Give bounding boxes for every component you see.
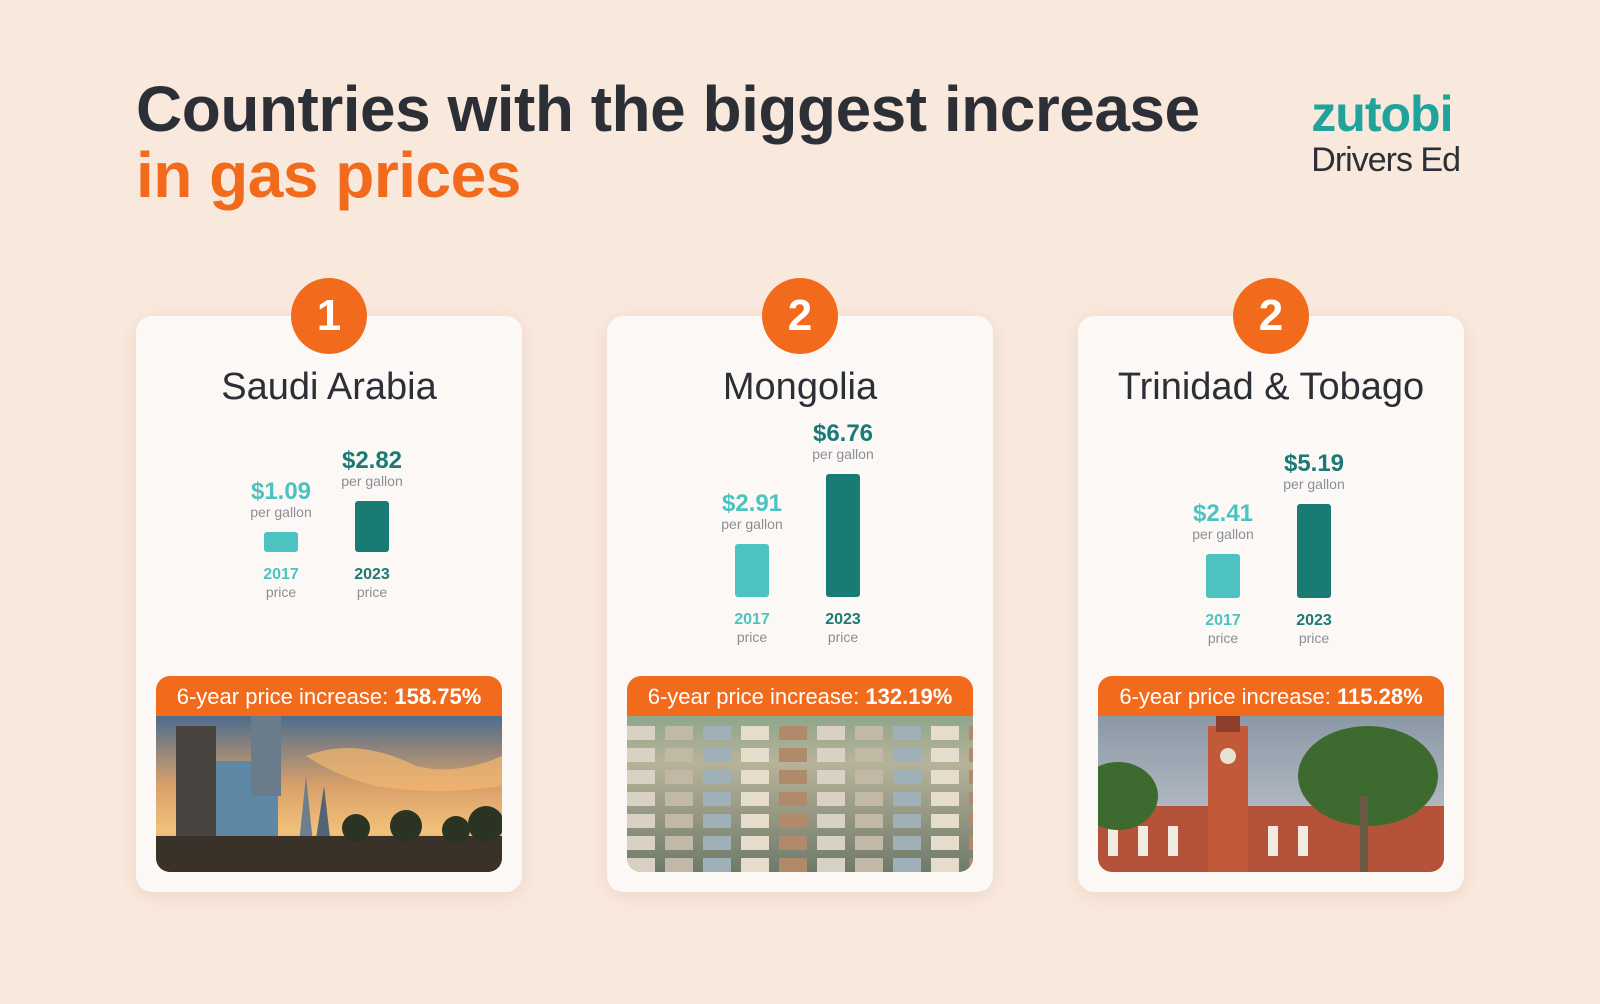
increase-value: 158.75% [394, 684, 482, 709]
price-value: $2.82 [341, 447, 403, 474]
year-label-2023: 2023 [1296, 612, 1332, 629]
price-value: $1.09 [250, 478, 312, 505]
price-chart: $2.91 per gallon 2017 price $6.76 per gallon 2… [607, 316, 993, 676]
rank-badge: 1 [291, 278, 367, 354]
price-value: $6.76 [812, 420, 874, 447]
bar-2017 [264, 532, 298, 552]
year-sublabel: price [736, 629, 768, 645]
country-name: Saudi Arabia [221, 366, 437, 408]
bar-2017 [735, 544, 769, 597]
title-line-2: in gas prices [136, 139, 521, 211]
increase-banner: 6-year price increase: 115.28% [1098, 676, 1444, 718]
year-sublabel: price [1298, 630, 1330, 646]
country-card: 2 Trinidad & Tobago $2.41 per gallon 2017 pri… [1078, 278, 1464, 892]
bar-2023 [355, 501, 389, 552]
price-label-2017: $2.41 per gallon [1173, 500, 1273, 543]
increase-value: 132.19% [865, 684, 953, 709]
page-title: Countries with the biggest increase in g… [136, 76, 1200, 208]
price-label-2023: $6.76 per gallon [793, 420, 893, 463]
brand-name: zutobi [1311, 86, 1453, 142]
increase-label: 6-year price increase: [176, 684, 389, 709]
bar-2017 [1206, 554, 1240, 598]
year-sublabel: price [827, 629, 859, 645]
year-sublabel: price [1207, 630, 1239, 646]
title-line-1: Countries with the biggest increase [136, 73, 1200, 145]
year-label-2017: 2017 [734, 611, 770, 628]
year-label-2017: 2017 [1205, 612, 1241, 629]
year-label-2023: 2023 [354, 566, 390, 583]
increase-banner: 6-year price increase: 158.75% [156, 676, 502, 718]
price-label-2017: $1.09 per gallon [231, 478, 331, 521]
price-value: $2.41 [1192, 500, 1254, 527]
country-photo [1098, 716, 1444, 872]
price-label-2023: $5.19 per gallon [1264, 450, 1364, 493]
year-sublabel: price [356, 584, 388, 600]
price-value: $2.91 [721, 490, 783, 517]
year-label-2023: 2023 [825, 611, 861, 628]
price-value: $5.19 [1283, 450, 1345, 477]
year-sublabel: price [265, 584, 297, 600]
brand-logo: zutobi Drivers Ed [1311, 86, 1461, 180]
price-unit: per gallon [1283, 476, 1345, 492]
increase-label: 6-year price increase: [1119, 684, 1331, 709]
increase-value: 115.28% [1337, 684, 1423, 709]
bar-2023 [1297, 504, 1331, 598]
country-card: 2 Mongolia $2.91 per gallon 2017 price $6.76 pe… [607, 278, 993, 892]
year-label-2017: 2017 [263, 566, 299, 583]
country-card: 1 Saudi Arabia $1.09 per gallon 2017 price $2.… [136, 278, 522, 892]
price-label-2023: $2.82 per gallon [322, 447, 422, 490]
price-unit: per gallon [341, 473, 403, 489]
bar-2023 [826, 474, 860, 597]
price-chart: $1.09 per gallon 2017 price $2.82 per gallon 2… [136, 316, 522, 676]
price-label-2017: $2.91 per gallon [702, 490, 802, 533]
brand-subtitle: Drivers Ed [1311, 141, 1461, 179]
country-photo [627, 716, 973, 872]
country-photo [156, 716, 502, 872]
increase-label: 6-year price increase: [647, 684, 860, 709]
price-unit: per gallon [721, 516, 783, 532]
country-name: Mongolia [722, 366, 878, 408]
rank-badge: 2 [1233, 278, 1309, 354]
price-unit: per gallon [812, 446, 874, 462]
increase-banner: 6-year price increase: 132.19% [627, 676, 973, 718]
price-unit: per gallon [250, 504, 312, 520]
price-chart: $2.41 per gallon 2017 price $5.19 per gallon 2… [1078, 316, 1464, 676]
country-name: Trinidad & Tobago [1117, 366, 1425, 408]
rank-badge: 2 [762, 278, 838, 354]
price-unit: per gallon [1192, 526, 1254, 542]
